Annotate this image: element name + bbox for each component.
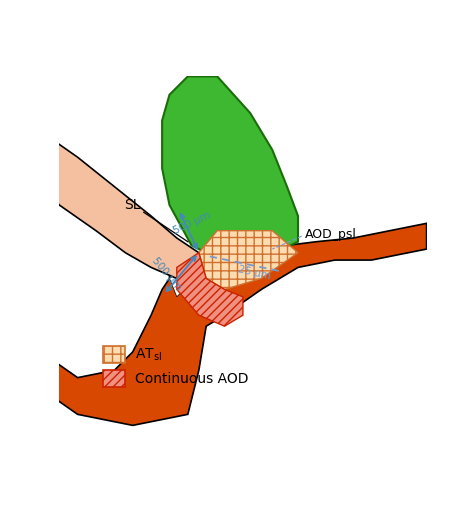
Polygon shape bbox=[103, 370, 125, 387]
Text: Continuous AOD: Continuous AOD bbox=[135, 371, 248, 386]
Polygon shape bbox=[199, 231, 298, 289]
Text: 25 μm: 25 μm bbox=[237, 264, 271, 282]
Text: 500 μm: 500 μm bbox=[172, 210, 212, 236]
Polygon shape bbox=[103, 347, 125, 363]
Polygon shape bbox=[162, 76, 298, 260]
Polygon shape bbox=[170, 271, 188, 297]
Text: AT$_{\mathregular{sl}}$: AT$_{\mathregular{sl}}$ bbox=[135, 347, 162, 363]
Text: SL: SL bbox=[125, 198, 141, 212]
Polygon shape bbox=[41, 131, 206, 279]
Polygon shape bbox=[177, 253, 243, 326]
Text: AOD_psl: AOD_psl bbox=[305, 228, 357, 241]
Text: 500 μm: 500 μm bbox=[150, 256, 183, 293]
Polygon shape bbox=[41, 224, 427, 425]
